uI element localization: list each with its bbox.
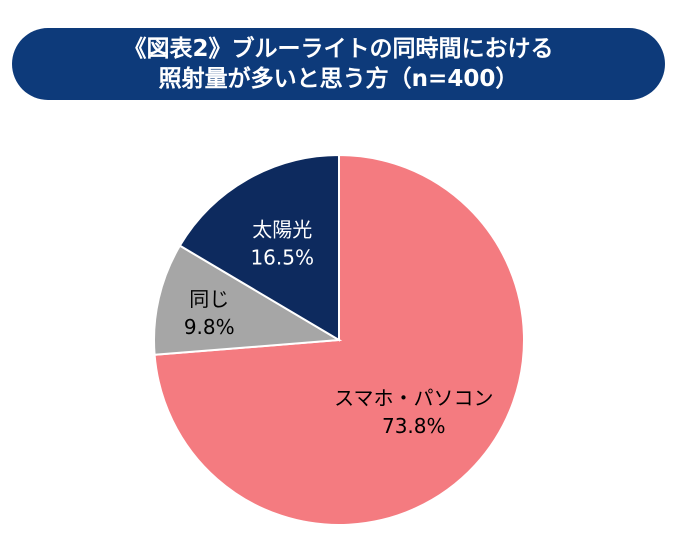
pie-slice-3	[178, 153, 340, 342]
pie-slice-value-label-2: 9.8%	[184, 315, 235, 339]
chart-title-line-2: 照射量が多いと思う方（n=400）	[158, 66, 519, 92]
pie-slice-name-label-3: 太陽光	[252, 217, 312, 241]
pie-slice-value-label-3: 16.5%	[250, 245, 314, 269]
pie-slice-label-group-3: 太陽光 16.5%	[250, 217, 314, 269]
pie-slice-name-label-2: 同じ	[189, 287, 229, 311]
pie-slice-2	[153, 244, 343, 356]
pie-slice-name-label-1: スマホ・パソコン	[334, 386, 493, 410]
pie-slice-value-label-1: 73.8%	[382, 414, 446, 438]
chart-title-line-1: 《図表2》ブルーライトの同時間における	[123, 36, 554, 62]
chart-title-banner: 《図表2》ブルーライトの同時間における 照射量が多いと思う方（n=400）	[12, 28, 665, 100]
pie-slice-label-group-1: スマホ・パソコン 73.8%	[334, 386, 493, 438]
pie-slice-label-group-2: 同じ 9.8%	[184, 287, 235, 339]
